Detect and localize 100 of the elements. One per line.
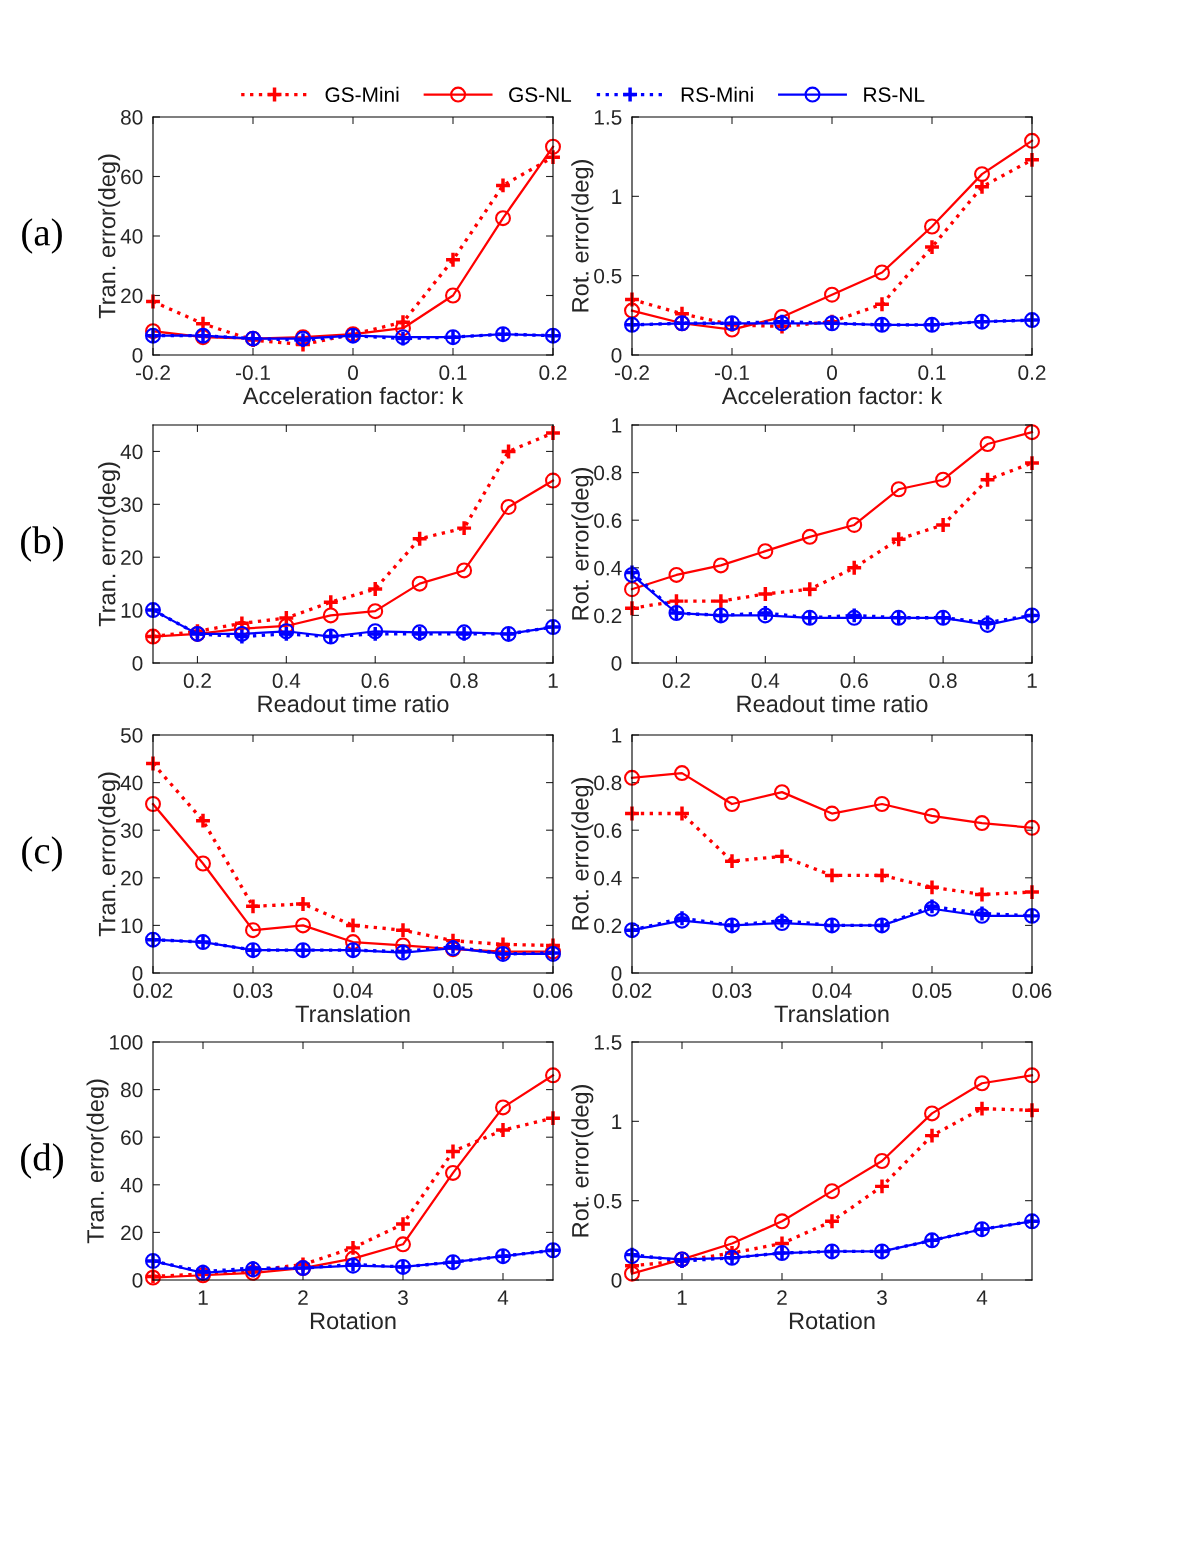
- legend-label: RS-NL: [864, 87, 925, 103]
- x-tick-label: 0: [348, 365, 358, 381]
- x-tick-label: 3: [877, 1290, 887, 1306]
- text: (d): [21, 1143, 63, 1179]
- x-axis-title: Acceleration factor: k: [721, 386, 943, 405]
- x-tick-label: -0.2: [135, 365, 170, 381]
- y-tick-label: 40: [120, 775, 143, 791]
- x-tick-label: 1: [1027, 673, 1037, 688]
- legend-label: GS-Mini: [325, 86, 399, 103]
- y-tick-label: 0: [611, 1273, 622, 1288]
- legend-label: RS-Mini: [681, 86, 753, 103]
- y-tick-label: 40: [120, 444, 143, 460]
- x-axis-title: Readout time ratio: [737, 694, 928, 713]
- y-axis-title: Tran. error(deg): [86, 1079, 109, 1244]
- y-tick-label: 1: [612, 189, 622, 204]
- y-tick-label: 10: [121, 603, 143, 618]
- x-tick-label: 1: [198, 1290, 208, 1305]
- y-tick-label: 20: [121, 1225, 143, 1241]
- text: (a): [22, 218, 62, 254]
- y-tick-label: 20: [121, 870, 143, 886]
- x-axis-title: Rotation: [310, 1311, 396, 1330]
- y-tick-label: 0.2: [594, 608, 622, 624]
- x-tick-label: 0.03: [233, 983, 273, 999]
- x-tick-label: 0.2: [1018, 365, 1046, 381]
- x-axis-title: Acceleration factor: k: [242, 386, 464, 405]
- y-tick-label: 0.6: [594, 823, 622, 838]
- x-tick-label: 0.05: [912, 983, 952, 999]
- x-tick-label: 0.6: [840, 673, 868, 689]
- y-tick-label: 10: [121, 918, 143, 934]
- x-tick-label: -0.1: [714, 365, 749, 381]
- x-tick-label: 0.1: [918, 365, 946, 381]
- y-tick-label: 40: [120, 1177, 143, 1193]
- x-tick-label: 0.6: [361, 673, 389, 689]
- x-tick-label: 0.4: [272, 673, 301, 689]
- x-tick-label: 0.2: [183, 673, 211, 689]
- x-tick-label: 0.04: [333, 983, 373, 999]
- y-tick-label: 1: [612, 418, 622, 433]
- x-tick-label: -0.2: [614, 365, 649, 381]
- y-tick-label: 0.5: [594, 1193, 622, 1209]
- y-tick-label: 1.5: [594, 110, 622, 125]
- y-tick-label: 0: [611, 966, 622, 981]
- y-axis-title: Rot. error(deg): [571, 1085, 594, 1237]
- y-tick-label: 1.5: [594, 1035, 622, 1050]
- y-tick-label: 20: [121, 288, 143, 304]
- y-tick-label: 1: [612, 1114, 622, 1129]
- y-tick-label: 30: [120, 823, 143, 838]
- x-tick-label: 0.06: [533, 983, 573, 999]
- y-tick-label: 30: [120, 497, 143, 513]
- y-tick-label: 20: [121, 550, 143, 565]
- y-tick-label: 40: [120, 229, 143, 244]
- x-tick-label: 0.4: [751, 673, 780, 689]
- legend-label: GS-NL: [509, 87, 572, 103]
- y-tick-label: 0.4: [594, 560, 622, 576]
- x-axis-title: Translation: [774, 1004, 889, 1023]
- y-tick-label: 50: [120, 728, 143, 743]
- x-tick-label: 0.8: [929, 673, 957, 689]
- x-tick-label: 0.04: [812, 983, 852, 999]
- x-tick-label: 0.2: [539, 365, 567, 381]
- y-axis-title: Rot. error(deg): [571, 160, 594, 312]
- y-tick-label: 0.8: [594, 775, 622, 791]
- x-tick-label: 4: [497, 1290, 509, 1305]
- x-tick-label: 0.8: [450, 673, 478, 689]
- x-tick-label: 0.02: [612, 983, 652, 999]
- x-tick-label: 0.02: [133, 983, 173, 999]
- y-axis-title: Rot. error(deg): [571, 468, 594, 620]
- x-tick-label: 0.2: [662, 673, 690, 689]
- x-tick-label: 0: [827, 365, 837, 381]
- x-axis-title: Translation: [295, 1004, 410, 1023]
- y-tick-label: 0: [132, 348, 143, 363]
- text: (c): [22, 836, 62, 872]
- y-tick-label: 60: [121, 1130, 143, 1145]
- y-tick-label: 0.6: [594, 513, 622, 528]
- y-tick-label: 80: [121, 110, 143, 125]
- x-tick-label: -0.1: [235, 365, 270, 381]
- x-tick-label: 0.1: [439, 365, 467, 381]
- y-tick-label: 0.4: [594, 870, 622, 886]
- y-tick-label: 0.8: [594, 465, 622, 481]
- y-tick-label: 0: [132, 656, 143, 671]
- y-tick-label: 0.5: [594, 268, 622, 284]
- y-axis-title: Tran. error(deg): [98, 154, 121, 319]
- x-tick-label: 4: [976, 1290, 988, 1305]
- y-tick-label: 0: [611, 348, 622, 363]
- x-axis-title: Rotation: [789, 1311, 875, 1330]
- x-tick-label: 0.05: [433, 983, 473, 999]
- y-tick-label: 0: [132, 1273, 143, 1288]
- x-tick-label: 1: [548, 673, 558, 688]
- x-tick-label: 0.03: [712, 983, 752, 999]
- x-axis-title: Readout time ratio: [258, 694, 449, 713]
- x-tick-label: 0.06: [1012, 983, 1052, 999]
- y-tick-label: 0: [132, 966, 143, 981]
- y-tick-label: 1: [612, 728, 622, 743]
- x-tick-label: 3: [398, 1290, 408, 1306]
- y-tick-label: 60: [121, 169, 143, 185]
- x-tick-label: 1: [677, 1290, 687, 1305]
- text: (b): [21, 526, 63, 562]
- y-tick-label: 80: [121, 1082, 143, 1098]
- x-tick-label: 2: [777, 1290, 787, 1305]
- y-tick-label: 0: [611, 656, 622, 671]
- y-tick-label: 100: [110, 1035, 143, 1050]
- y-tick-label: 0.2: [594, 918, 622, 934]
